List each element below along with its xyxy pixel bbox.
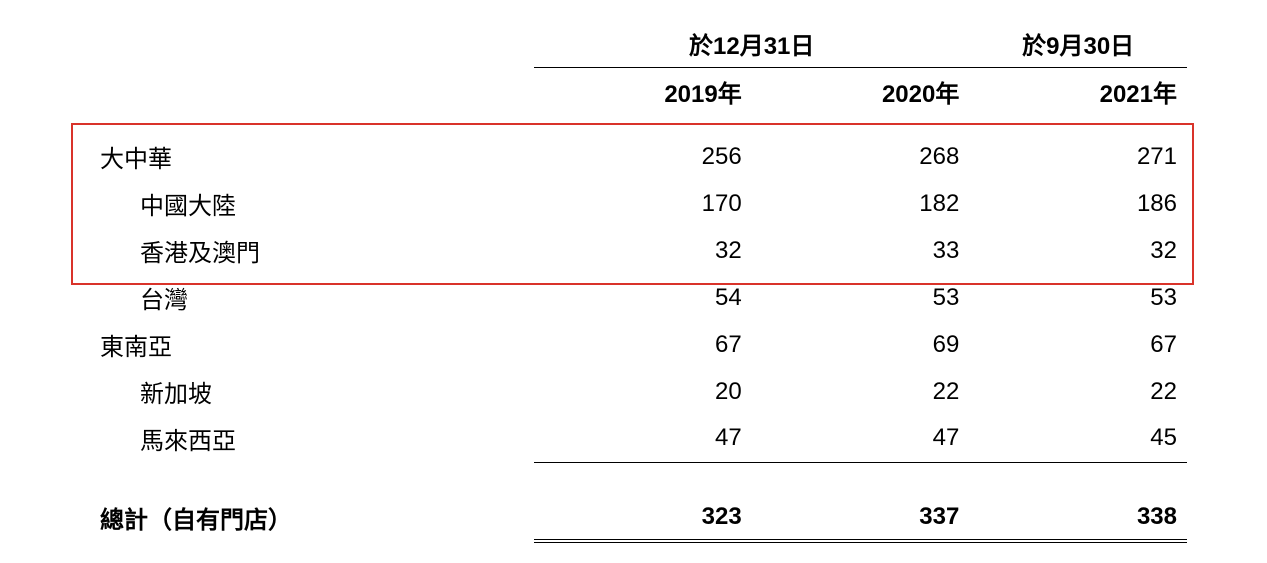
- cell-tw-2020: 53: [752, 274, 970, 321]
- cell-total-2020: 337: [752, 480, 970, 541]
- header-dec31: 於12月31日: [534, 20, 969, 68]
- cell-total-2021: 338: [969, 480, 1187, 541]
- label-taiwan: 台灣: [80, 274, 534, 321]
- cell-hk-2019: 32: [534, 227, 752, 274]
- col-2020: 2020年: [752, 68, 970, 116]
- col-2021: 2021年: [969, 68, 1187, 116]
- row-malaysia: 馬來西亞 47 47 45: [80, 415, 1187, 462]
- cell-sea-2020: 69: [752, 321, 970, 368]
- row-taiwan: 台灣 54 53 53: [80, 274, 1187, 321]
- cell-my-2019: 47: [534, 415, 752, 462]
- row-total: 總計（自有門店） 323 337 338: [80, 480, 1187, 541]
- cell-total-2019: 323: [534, 480, 752, 541]
- col-2019: 2019年: [534, 68, 752, 116]
- cell-my-2020: 47: [752, 415, 970, 462]
- header-blank2: [80, 68, 534, 116]
- cell-sea-2019: 67: [534, 321, 752, 368]
- header-blank: [80, 20, 534, 68]
- cell-ml-2020: 182: [752, 180, 970, 227]
- header-group-row: 於12月31日 於9月30日: [80, 20, 1187, 68]
- cell-ml-2019: 170: [534, 180, 752, 227]
- header-sep30: 於9月30日: [969, 20, 1187, 68]
- store-count-table: 於12月31日 於9月30日 2019年 2020年 2021年 大中華 256…: [80, 20, 1187, 543]
- row-hk-macau: 香港及澳門 32 33 32: [80, 227, 1187, 274]
- cell-sg-2021: 22: [969, 368, 1187, 415]
- label-sea: 東南亞: [80, 321, 534, 368]
- label-total: 總計（自有門店）: [80, 480, 534, 541]
- header-year-row: 2019年 2020年 2021年: [80, 68, 1187, 116]
- cell-sea-2021: 67: [969, 321, 1187, 368]
- cell-sg-2020: 22: [752, 368, 970, 415]
- cell-sg-2019: 20: [534, 368, 752, 415]
- label-greater-china: 大中華: [80, 133, 534, 180]
- row-greater-china: 大中華 256 268 271: [80, 133, 1187, 180]
- cell-tw-2021: 53: [969, 274, 1187, 321]
- label-singapore: 新加坡: [80, 368, 534, 415]
- row-sea: 東南亞 67 69 67: [80, 321, 1187, 368]
- label-hk-macau: 香港及澳門: [80, 227, 534, 274]
- row-singapore: 新加坡 20 22 22: [80, 368, 1187, 415]
- spacer: [80, 115, 1187, 133]
- cell-gc-2019: 256: [534, 133, 752, 180]
- cell-hk-2020: 33: [752, 227, 970, 274]
- cell-ml-2021: 186: [969, 180, 1187, 227]
- spacer2: [80, 462, 1187, 480]
- cell-gc-2021: 271: [969, 133, 1187, 180]
- cell-tw-2019: 54: [534, 274, 752, 321]
- row-mainland: 中國大陸 170 182 186: [80, 180, 1187, 227]
- cell-my-2021: 45: [969, 415, 1187, 462]
- cell-gc-2020: 268: [752, 133, 970, 180]
- cell-hk-2021: 32: [969, 227, 1187, 274]
- label-malaysia: 馬來西亞: [80, 415, 534, 462]
- label-mainland: 中國大陸: [80, 180, 534, 227]
- financial-table-container: 於12月31日 於9月30日 2019年 2020年 2021年 大中華 256…: [0, 0, 1267, 563]
